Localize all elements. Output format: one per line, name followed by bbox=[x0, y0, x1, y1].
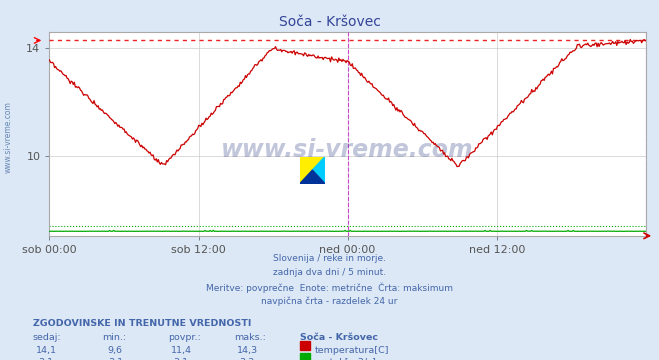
Text: 3,1: 3,1 bbox=[39, 358, 53, 360]
Text: 14,1: 14,1 bbox=[36, 346, 57, 355]
Text: 3,3: 3,3 bbox=[239, 358, 255, 360]
Polygon shape bbox=[300, 170, 325, 184]
Text: temperatura[C]: temperatura[C] bbox=[314, 346, 389, 355]
Text: 3,1: 3,1 bbox=[108, 358, 123, 360]
Text: min.:: min.: bbox=[102, 333, 127, 342]
Polygon shape bbox=[300, 157, 325, 184]
Text: Soča - Kršovec: Soča - Kršovec bbox=[300, 333, 378, 342]
Polygon shape bbox=[312, 157, 325, 184]
Text: Meritve: povprečne  Enote: metrične  Črta: maksimum: Meritve: povprečne Enote: metrične Črta:… bbox=[206, 283, 453, 293]
Text: zadnja dva dni / 5 minut.: zadnja dva dni / 5 minut. bbox=[273, 268, 386, 277]
Text: Slovenija / reke in morje.: Slovenija / reke in morje. bbox=[273, 254, 386, 263]
Text: ZGODOVINSKE IN TRENUTNE VREDNOSTI: ZGODOVINSKE IN TRENUTNE VREDNOSTI bbox=[33, 319, 251, 328]
Text: povpr.:: povpr.: bbox=[168, 333, 201, 342]
Text: pretok[m3/s]: pretok[m3/s] bbox=[314, 358, 376, 360]
Text: Soča - Kršovec: Soča - Kršovec bbox=[279, 15, 380, 29]
Text: www.si-vreme.com: www.si-vreme.com bbox=[221, 138, 474, 162]
Text: maks.:: maks.: bbox=[234, 333, 266, 342]
Text: 11,4: 11,4 bbox=[171, 346, 192, 355]
Text: www.si-vreme.com: www.si-vreme.com bbox=[3, 101, 13, 173]
Text: navpična črta - razdelek 24 ur: navpična črta - razdelek 24 ur bbox=[262, 297, 397, 306]
Text: 14,3: 14,3 bbox=[237, 346, 258, 355]
Text: 3,1: 3,1 bbox=[174, 358, 188, 360]
Text: 9,6: 9,6 bbox=[108, 346, 123, 355]
Text: sedaj:: sedaj: bbox=[33, 333, 61, 342]
